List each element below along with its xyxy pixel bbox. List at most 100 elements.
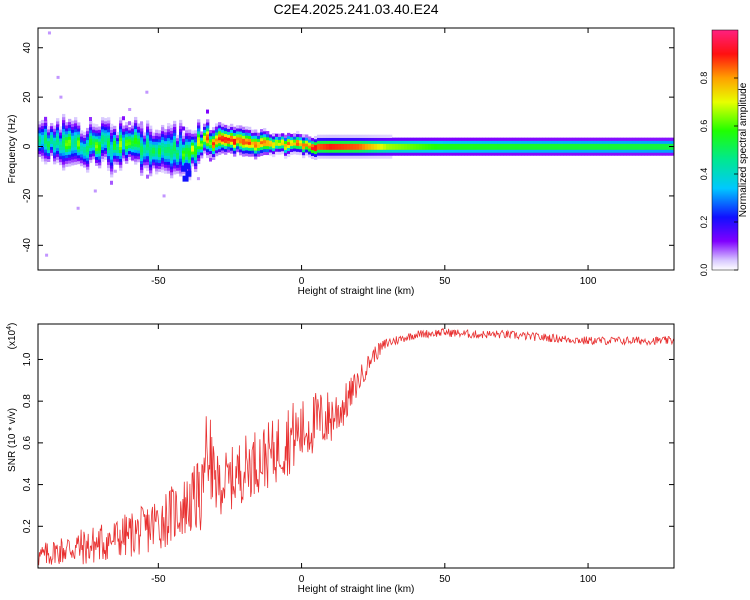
heatmap-cell [221, 147, 225, 151]
heatmap-cell [134, 134, 138, 138]
heatmap-cell [308, 139, 312, 143]
heatmap-cell [293, 145, 297, 149]
heatmap-cell [332, 146, 336, 150]
heatmap-cell [89, 126, 93, 131]
heatmap-cell [194, 159, 198, 164]
heatmap-cell [221, 141, 225, 145]
heatmap-cell [125, 154, 129, 158]
heatmap-cell [173, 129, 177, 133]
heatmap-cell [335, 143, 339, 147]
heatmap-cell [188, 135, 192, 139]
heatmap-cell [179, 128, 183, 133]
heatmap-cell [308, 142, 312, 146]
heatmap-cell [320, 140, 324, 144]
heatmap-cell [194, 139, 198, 143]
heatmap-cell [434, 137, 438, 141]
heatmap-cell [359, 140, 363, 144]
heatmap-cell [62, 122, 66, 127]
heatmap-cell [263, 128, 267, 132]
heatmap-cell [212, 127, 216, 131]
heatmap-cell [185, 141, 189, 146]
heatmap-cell [59, 95, 63, 99]
heatmap-cell [566, 143, 570, 147]
heatmap-cell [593, 140, 597, 144]
heatmap-cell [449, 152, 453, 156]
heatmap-cell [581, 152, 585, 156]
heatmap-cell [443, 152, 447, 156]
heatmap-cell [584, 143, 588, 147]
heatmap-cell [356, 137, 360, 141]
heatmap-cell [566, 140, 570, 144]
heatmap-cell [656, 149, 660, 153]
heatmap-cell [62, 149, 66, 153]
heatmap-cell [578, 146, 582, 150]
heatmap-cell [68, 142, 72, 146]
heatmap-cell [353, 143, 357, 147]
heatmap-cell [44, 149, 48, 153]
heatmap-cell [500, 146, 504, 150]
heatmap-cell [146, 132, 150, 136]
heatmap-cell [482, 149, 486, 153]
heatmap-cell [74, 158, 78, 162]
heatmap-cell [68, 157, 72, 161]
heatmap-cell [188, 141, 192, 145]
heatmap-cell [605, 137, 609, 141]
heatmap-cell [428, 149, 432, 153]
heatmap-cell [143, 150, 147, 154]
heatmap-cell [50, 131, 54, 136]
heatmap-cell [122, 125, 126, 129]
heatmap-cell [71, 156, 75, 160]
heatmap-cell [71, 144, 75, 148]
heatmap-cell [623, 140, 627, 144]
heatmap-cell [437, 149, 441, 153]
heatmap-cell [260, 134, 264, 139]
heatmap-cell [65, 136, 69, 141]
heatmap-cell [206, 145, 210, 150]
heatmap-cell [212, 141, 216, 146]
heatmap-cell [344, 152, 348, 156]
heatmap-cell [155, 165, 159, 169]
heatmap-cell [590, 152, 594, 156]
heatmap-cell [440, 152, 444, 156]
heatmap-cell [626, 152, 630, 156]
heatmap-cell [614, 146, 618, 150]
heatmap-cell [380, 137, 384, 141]
heatmap-cell [125, 151, 129, 155]
heatmap-cell [464, 149, 468, 153]
heatmap-cell [146, 149, 150, 154]
heatmap-cell [62, 116, 66, 121]
heatmap-cell [179, 167, 183, 171]
heatmap-cell [524, 140, 528, 144]
heatmap-cell [299, 134, 303, 138]
heatmap-cell [74, 128, 78, 133]
heatmap-cell [68, 130, 72, 134]
heatmap-cell [266, 134, 270, 138]
heatmap-cell [53, 137, 57, 141]
heatmap-cell [101, 137, 105, 142]
heatmap-cell [338, 143, 342, 147]
heatmap-cell [521, 137, 525, 141]
heatmap-cell [181, 165, 188, 172]
heatmap-cell [128, 121, 131, 126]
heatmap-cell [41, 134, 45, 138]
heatmap-cell [533, 137, 537, 141]
heatmap-cell [671, 152, 674, 156]
heatmap-cell [242, 129, 246, 133]
heatmap-cell [122, 128, 126, 132]
heatmap-cell [149, 149, 153, 153]
heatmap-cell [260, 152, 264, 157]
heatmap-cell [86, 163, 90, 167]
heatmap-cell [497, 149, 501, 153]
heatmap-cell [584, 152, 588, 156]
heatmap-cell [44, 134, 48, 138]
heatmap-cell [278, 145, 282, 149]
heatmap-cell [74, 123, 78, 127]
heatmap-cell [530, 140, 534, 144]
heatmap-cell [416, 140, 420, 144]
heatmap-cell [134, 146, 138, 150]
heatmap-cell [317, 152, 321, 156]
heatmap-cell [641, 140, 645, 144]
heatmap-cell [152, 138, 156, 142]
heatmap-cell [344, 143, 348, 147]
heatmap-cell [296, 145, 300, 149]
